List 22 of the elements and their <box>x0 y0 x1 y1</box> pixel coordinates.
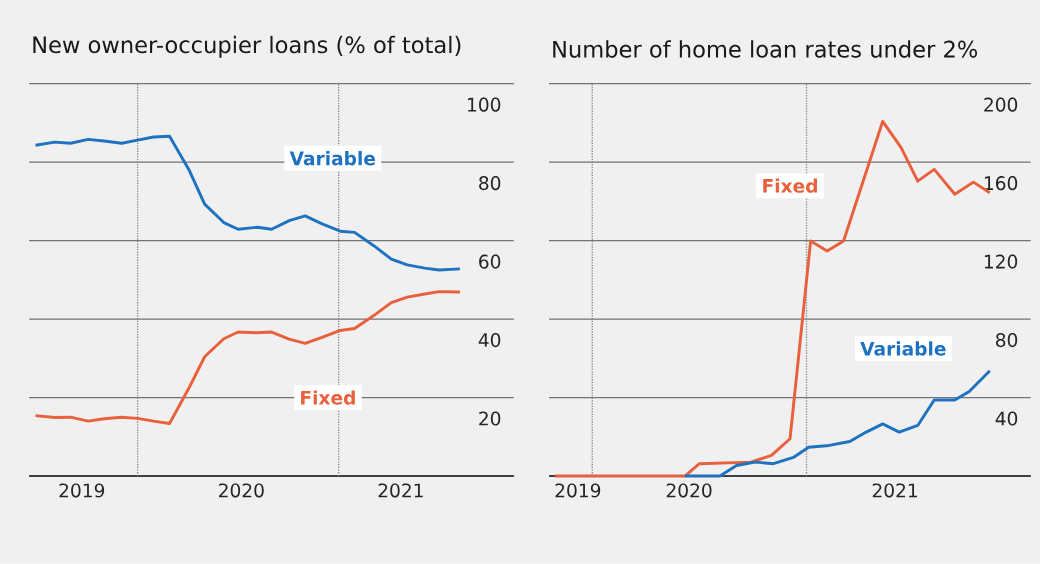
y-tick-label: 20 <box>479 411 501 426</box>
y-tick-label: 160 <box>984 176 1018 191</box>
text: Variable <box>289 151 376 166</box>
text: Fixed <box>763 178 817 194</box>
y-tick-label: 80 <box>479 176 501 191</box>
y-tick-label: 120 <box>984 254 1018 269</box>
y-tick-label: 60 <box>479 254 501 269</box>
y-tick-label: 100 <box>468 97 501 112</box>
x-tick-label: 2020 <box>666 483 712 498</box>
x-tick-label: 2021 <box>378 483 423 498</box>
y-tick-label: 40 <box>478 333 501 348</box>
x-tick-label: 2019 <box>59 483 105 498</box>
text: Variable <box>860 341 946 356</box>
y-tick-label: 80 <box>996 333 1018 348</box>
chart-title: New owner-occupier loans (% of total) <box>33 36 461 58</box>
x-tick-label: 2019 <box>555 483 601 498</box>
y-tick-label: 40 <box>995 411 1018 426</box>
chart-title: Number of home loan rates under 2% <box>553 40 978 58</box>
text: Fixed <box>301 390 355 405</box>
x-tick-label: 2020 <box>219 483 264 498</box>
x-tick-label: 2021 <box>872 483 918 498</box>
y-tick-label: 200 <box>984 97 1018 112</box>
